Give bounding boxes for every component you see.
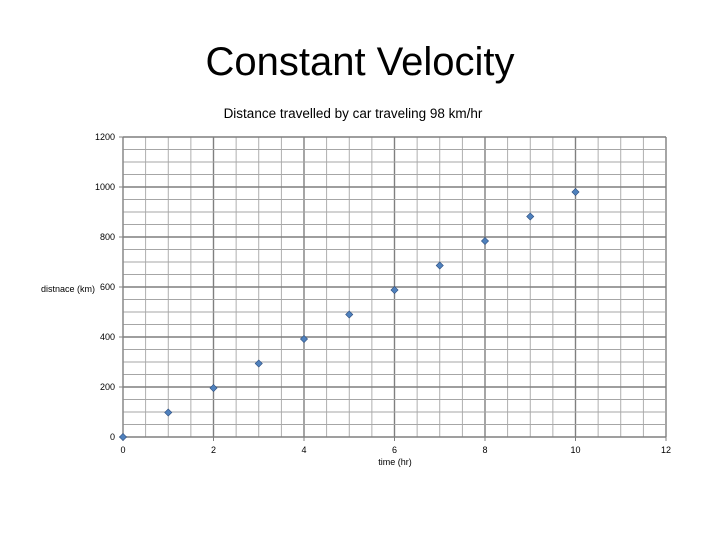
x-tick-label: 10 [570, 445, 580, 455]
x-tick-label: 12 [661, 445, 671, 455]
data-point [480, 236, 490, 246]
data-point [390, 285, 399, 295]
slide-title: Constant Velocity [205, 40, 515, 84]
x-tick-label: 2 [211, 445, 216, 455]
x-axis-label: time (hr) [378, 457, 412, 467]
y-tick-label: 600 [100, 282, 115, 292]
tick-labels: 0 2 4 6 8 10 12 0 200 400 600 800 1000 1200 [95, 132, 671, 455]
x-tick-label: 4 [301, 445, 306, 455]
chart-title: Distance travelled by car traveling 98 k… [224, 106, 483, 121]
data-point [299, 334, 309, 344]
data-point [209, 383, 218, 393]
y-tick-label: 0 [110, 432, 115, 442]
data-point [526, 212, 535, 221]
data-points [118, 187, 580, 442]
y-axis-label: distnace (km) [41, 284, 95, 294]
data-point [254, 359, 263, 368]
data-point [164, 408, 173, 417]
x-tick-label: 6 [392, 445, 397, 455]
y-tick-label: 1200 [95, 132, 115, 142]
y-tick-label: 800 [100, 232, 115, 242]
y-tick-label: 1000 [95, 182, 115, 192]
axes [119, 136, 667, 441]
data-point [571, 187, 580, 197]
y-tick-label: 200 [100, 382, 115, 392]
data-point [435, 261, 444, 270]
data-point [345, 310, 354, 319]
data-point [118, 432, 128, 442]
x-tick-label: 0 [120, 445, 125, 455]
x-tick-label: 8 [482, 445, 487, 455]
y-tick-label: 400 [100, 332, 115, 342]
